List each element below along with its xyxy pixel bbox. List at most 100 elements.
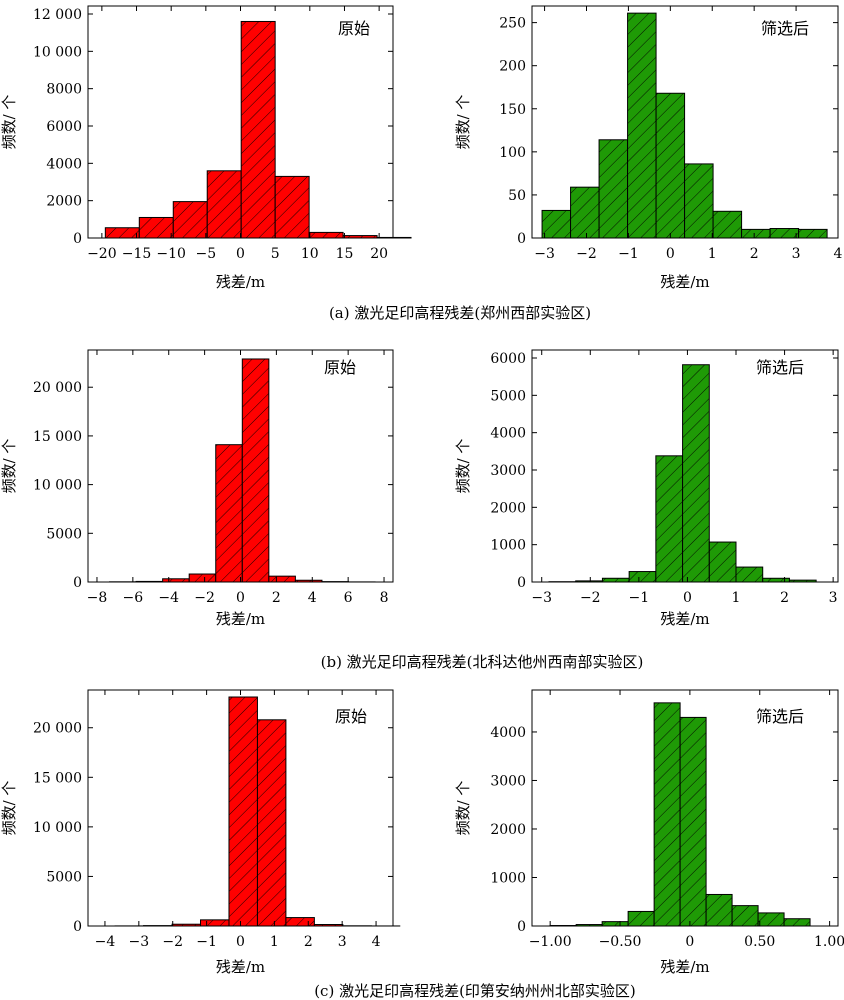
- x-axis-label: 残差/m: [660, 610, 709, 628]
- x-tick-label: 15: [336, 246, 354, 262]
- x-tick-label: −4: [95, 934, 116, 950]
- x-axis-label: 残差/m: [660, 958, 709, 976]
- bar-hatch: [602, 578, 630, 582]
- x-axis-label: 残差/m: [216, 958, 265, 976]
- bar-hatch: [228, 697, 258, 926]
- y-tick-label: 0: [517, 575, 526, 591]
- y-tick-label: 10 000: [33, 820, 82, 836]
- bar-hatch: [784, 918, 811, 926]
- y-tick-label: 3000: [490, 773, 526, 789]
- panel-b-right: −3 −2 −1 0 1 2 3 0 1000 2000 3000 4000 5000 6000 残差/m 频…: [454, 349, 839, 628]
- y-tick-label: 3000: [490, 463, 526, 479]
- x-tick-label: −2: [576, 246, 597, 262]
- y-tick-label: 50: [508, 188, 526, 204]
- panel-a-left: −20 −15 −10 −5 0 5 10 15 20 0 2000 4000 6000 8000 10 0…: [0, 5, 412, 291]
- x-tick-label: 0.50: [744, 934, 775, 950]
- x-tick-label: 0: [685, 934, 694, 950]
- x-tick-label: 5: [271, 246, 280, 262]
- bar-hatch: [268, 576, 296, 582]
- x-tick-label: 2: [304, 934, 313, 950]
- bar-hatch: [736, 567, 763, 582]
- y-tick-label: 4000: [46, 156, 82, 172]
- y-tick-label: 250: [499, 16, 526, 32]
- x-tick-label: 3: [829, 590, 838, 606]
- y-tick-label: 150: [499, 102, 526, 118]
- y-tick-label: 0: [73, 919, 82, 935]
- y-tick-label: 0: [73, 575, 82, 591]
- x-tick-label: −6: [123, 590, 144, 606]
- plot-frame: [531, 5, 839, 239]
- panel-a-right: −3 −2 −1 0 1 2 3 4 0 50 100 150 200 250 残差/m 频数/ 个 筛选后: [454, 5, 843, 291]
- bar-hatch: [709, 542, 736, 582]
- x-tick-label: −2: [194, 590, 215, 606]
- x-tick-label: 0: [683, 590, 692, 606]
- bar-hatch: [215, 444, 243, 582]
- bar-hatch: [656, 93, 685, 238]
- x-tick-label: 4: [834, 246, 843, 262]
- panel-label: 筛选后: [761, 19, 809, 38]
- bar-hatch: [189, 574, 216, 582]
- bar-hatch: [684, 163, 714, 238]
- x-axis-label: 残差/m: [216, 273, 265, 291]
- plot-frame: [531, 689, 839, 927]
- y-tick-label: 200: [499, 59, 526, 75]
- bar-hatch: [172, 924, 201, 926]
- y-axis-label: 频数/ 个: [0, 95, 18, 150]
- bar-hatch: [758, 912, 785, 926]
- y-tick-label: 0: [517, 231, 526, 247]
- x-tick-label: 1: [732, 590, 741, 606]
- y-tick-label: 12 000: [33, 7, 82, 23]
- bar-hatch: [207, 170, 242, 238]
- panel-c-right: −1.00 −0.50 0 0.50 1.00 0 1000 2000 3000 4000 残差/m…: [454, 689, 844, 976]
- y-tick-label: 2000: [490, 500, 526, 516]
- x-tick-label: −0.50: [599, 934, 642, 950]
- y-tick-label: 5000: [46, 526, 82, 542]
- panel-label: 原始: [324, 358, 356, 377]
- x-tick-label: 0: [236, 246, 245, 262]
- bar-hatch: [741, 229, 771, 238]
- bar-hatch: [285, 917, 315, 926]
- bar-hatch: [732, 905, 759, 926]
- bar-hatch: [173, 201, 208, 238]
- bar-hatch: [314, 924, 343, 926]
- panel-label: 筛选后: [756, 358, 804, 377]
- x-axis-label: 残差/m: [216, 610, 265, 628]
- x-tick-label: 10: [301, 246, 319, 262]
- bar-hatch: [162, 578, 190, 582]
- bar-hatch: [682, 364, 710, 582]
- panel-b-left: −8 −6 −4 −2 0 2 4 6 8 0 5000 10 000 15 000 20 000 残差/m…: [0, 349, 394, 628]
- y-axis-label: 频数/ 个: [454, 781, 472, 836]
- plot-frame: [531, 349, 839, 583]
- bar-hatch: [309, 232, 344, 238]
- y-tick-label: 2000: [46, 194, 82, 210]
- x-tick-label: −1: [629, 590, 650, 606]
- caption-a: (a) 激光足印高程残差(郑州西部实验区): [329, 304, 591, 322]
- y-tick-label: 5000: [490, 388, 526, 404]
- bar-hatch: [241, 21, 276, 238]
- bar-hatch: [242, 358, 269, 582]
- y-tick-label: 15 000: [33, 770, 82, 786]
- y-tick-label: 2000: [490, 822, 526, 838]
- bar-hatch: [629, 571, 656, 582]
- x-tick-label: 0: [236, 590, 245, 606]
- y-tick-label: 100: [499, 145, 526, 161]
- y-axis-label: 频数/ 个: [0, 439, 18, 494]
- bar-hatch: [377, 237, 412, 238]
- bar-hatch: [570, 187, 600, 238]
- panel-label: 原始: [338, 19, 370, 38]
- bar-hatch: [295, 580, 322, 582]
- x-tick-label: −1: [196, 934, 217, 950]
- bar-hatch: [713, 211, 742, 238]
- bar-hatch: [789, 580, 817, 582]
- x-tick-label: −3: [531, 590, 552, 606]
- x-tick-label: 8: [380, 590, 389, 606]
- panel-label: 原始: [335, 707, 367, 726]
- bar-hatch: [575, 580, 603, 582]
- bar-hatch: [576, 924, 603, 926]
- bar-hatch: [798, 229, 828, 238]
- bar-hatch: [627, 13, 657, 239]
- y-tick-label: 4000: [490, 725, 526, 741]
- x-tick-label: 4: [308, 590, 317, 606]
- y-axis-label: 频数/ 个: [454, 439, 472, 494]
